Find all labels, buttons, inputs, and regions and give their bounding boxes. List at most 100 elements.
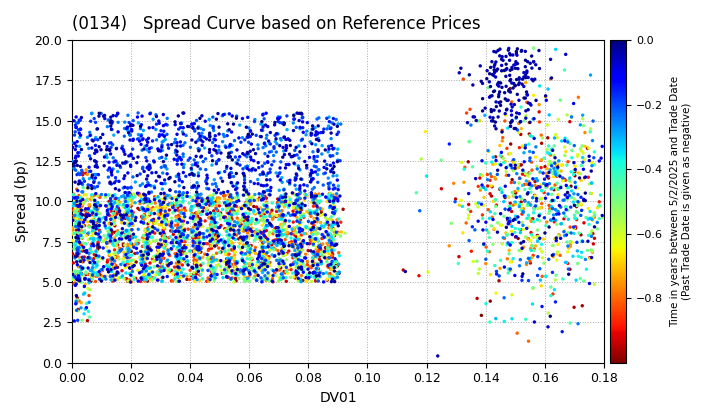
Point	[238, 259, 250, 265]
Point	[107, 238, 118, 245]
Point	[559, 210, 570, 217]
Point	[150, 126, 162, 133]
Point	[71, 162, 83, 169]
Point	[91, 126, 102, 133]
Point	[71, 213, 83, 220]
Point	[173, 278, 184, 285]
Point	[204, 258, 215, 265]
Point	[524, 100, 536, 107]
Point	[193, 249, 204, 255]
Point	[294, 226, 305, 233]
Point	[94, 268, 105, 275]
Point	[141, 213, 153, 220]
Point	[271, 208, 282, 215]
Point	[254, 261, 266, 268]
Point	[73, 221, 84, 228]
Point	[159, 238, 171, 244]
Point	[526, 182, 538, 189]
Point	[296, 264, 307, 271]
Point	[73, 216, 85, 223]
Point	[171, 203, 182, 210]
Point	[495, 257, 506, 264]
Point	[264, 176, 276, 183]
Point	[321, 161, 333, 168]
Point	[202, 227, 214, 234]
Point	[173, 173, 184, 180]
Point	[158, 231, 170, 237]
Point	[143, 135, 154, 142]
Point	[220, 249, 231, 256]
Point	[506, 64, 518, 71]
Point	[104, 119, 116, 126]
Point	[175, 208, 186, 215]
Point	[330, 195, 341, 202]
Point	[491, 268, 503, 275]
Point	[314, 193, 325, 199]
Point	[325, 215, 336, 222]
Point	[84, 152, 95, 159]
Point	[89, 192, 101, 198]
Point	[122, 208, 134, 215]
Point	[140, 192, 151, 198]
Point	[231, 190, 243, 197]
Point	[156, 241, 168, 247]
Point	[155, 209, 166, 216]
Point	[297, 257, 308, 264]
Point	[112, 241, 123, 248]
Point	[140, 199, 151, 205]
Point	[550, 46, 562, 53]
Point	[187, 264, 199, 270]
Point	[326, 252, 338, 259]
Point	[138, 259, 149, 265]
Point	[70, 153, 81, 160]
Point	[152, 211, 163, 218]
Point	[232, 192, 243, 199]
Point	[139, 215, 150, 222]
Point	[271, 140, 283, 147]
Point	[516, 104, 527, 110]
Point	[311, 244, 323, 251]
Point	[174, 260, 186, 266]
Point	[292, 242, 303, 249]
Point	[534, 211, 546, 218]
Point	[485, 64, 496, 71]
Point	[563, 245, 575, 252]
Point	[155, 259, 166, 266]
Point	[293, 246, 305, 253]
Point	[141, 241, 153, 247]
Point	[477, 215, 488, 222]
Point	[132, 190, 143, 197]
Point	[472, 118, 484, 124]
Point	[91, 147, 102, 153]
Point	[584, 254, 595, 261]
Point	[307, 123, 318, 129]
Point	[301, 208, 312, 215]
Point	[537, 188, 549, 194]
Point	[223, 251, 235, 257]
Point	[184, 207, 196, 214]
Point	[577, 166, 589, 173]
Point	[151, 203, 163, 210]
Point	[193, 204, 204, 210]
Point	[315, 219, 326, 226]
Point	[107, 228, 118, 235]
Point	[274, 165, 286, 171]
Point	[323, 222, 335, 228]
Point	[563, 271, 575, 278]
Point	[194, 265, 205, 272]
Point	[266, 200, 278, 206]
Point	[178, 189, 189, 196]
Point	[256, 245, 268, 252]
Point	[485, 83, 496, 90]
Point	[191, 193, 202, 199]
Point	[532, 238, 544, 245]
Point	[256, 193, 267, 199]
Point	[518, 83, 530, 90]
Point	[570, 215, 581, 222]
Point	[140, 195, 152, 202]
Point	[89, 200, 100, 206]
Point	[120, 189, 131, 196]
Point	[100, 216, 112, 223]
Point	[214, 200, 225, 206]
Point	[284, 196, 296, 203]
